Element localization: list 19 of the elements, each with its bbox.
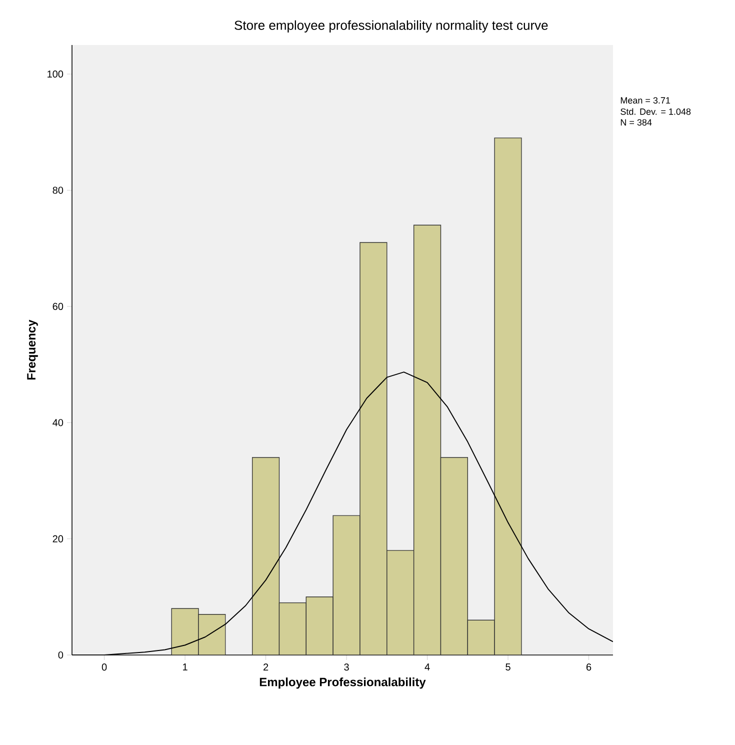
y-tick-label: 40 (52, 419, 64, 426)
chart-title: Store employee professionalability normality test curve (234, 20, 548, 32)
x-tick-label: 1 (183, 664, 188, 670)
y-tick-label: 80 (52, 186, 64, 194)
text: Std. Dev. = 1.048 (620, 108, 691, 115)
x-axis-title: Employee Professionalability (260, 677, 426, 689)
text: N = 384 (620, 119, 652, 126)
x-tick-label: 6 (586, 664, 592, 671)
y-axis-title: Frequency (27, 320, 38, 380)
y-tick-label: 0 (58, 651, 64, 659)
x-tick-label: 5 (506, 664, 510, 671)
y-tick-label: 20 (52, 535, 64, 542)
x-tick-label: 0 (102, 664, 107, 671)
y-tick-label: 60 (52, 302, 64, 310)
x-tick-label: 3 (344, 664, 349, 671)
text: Mean = 3.71 (620, 97, 670, 104)
x-tick-label: 4 (424, 664, 430, 670)
y-tick-label: 100 (48, 70, 64, 78)
x-tick-label: 2 (264, 664, 268, 671)
